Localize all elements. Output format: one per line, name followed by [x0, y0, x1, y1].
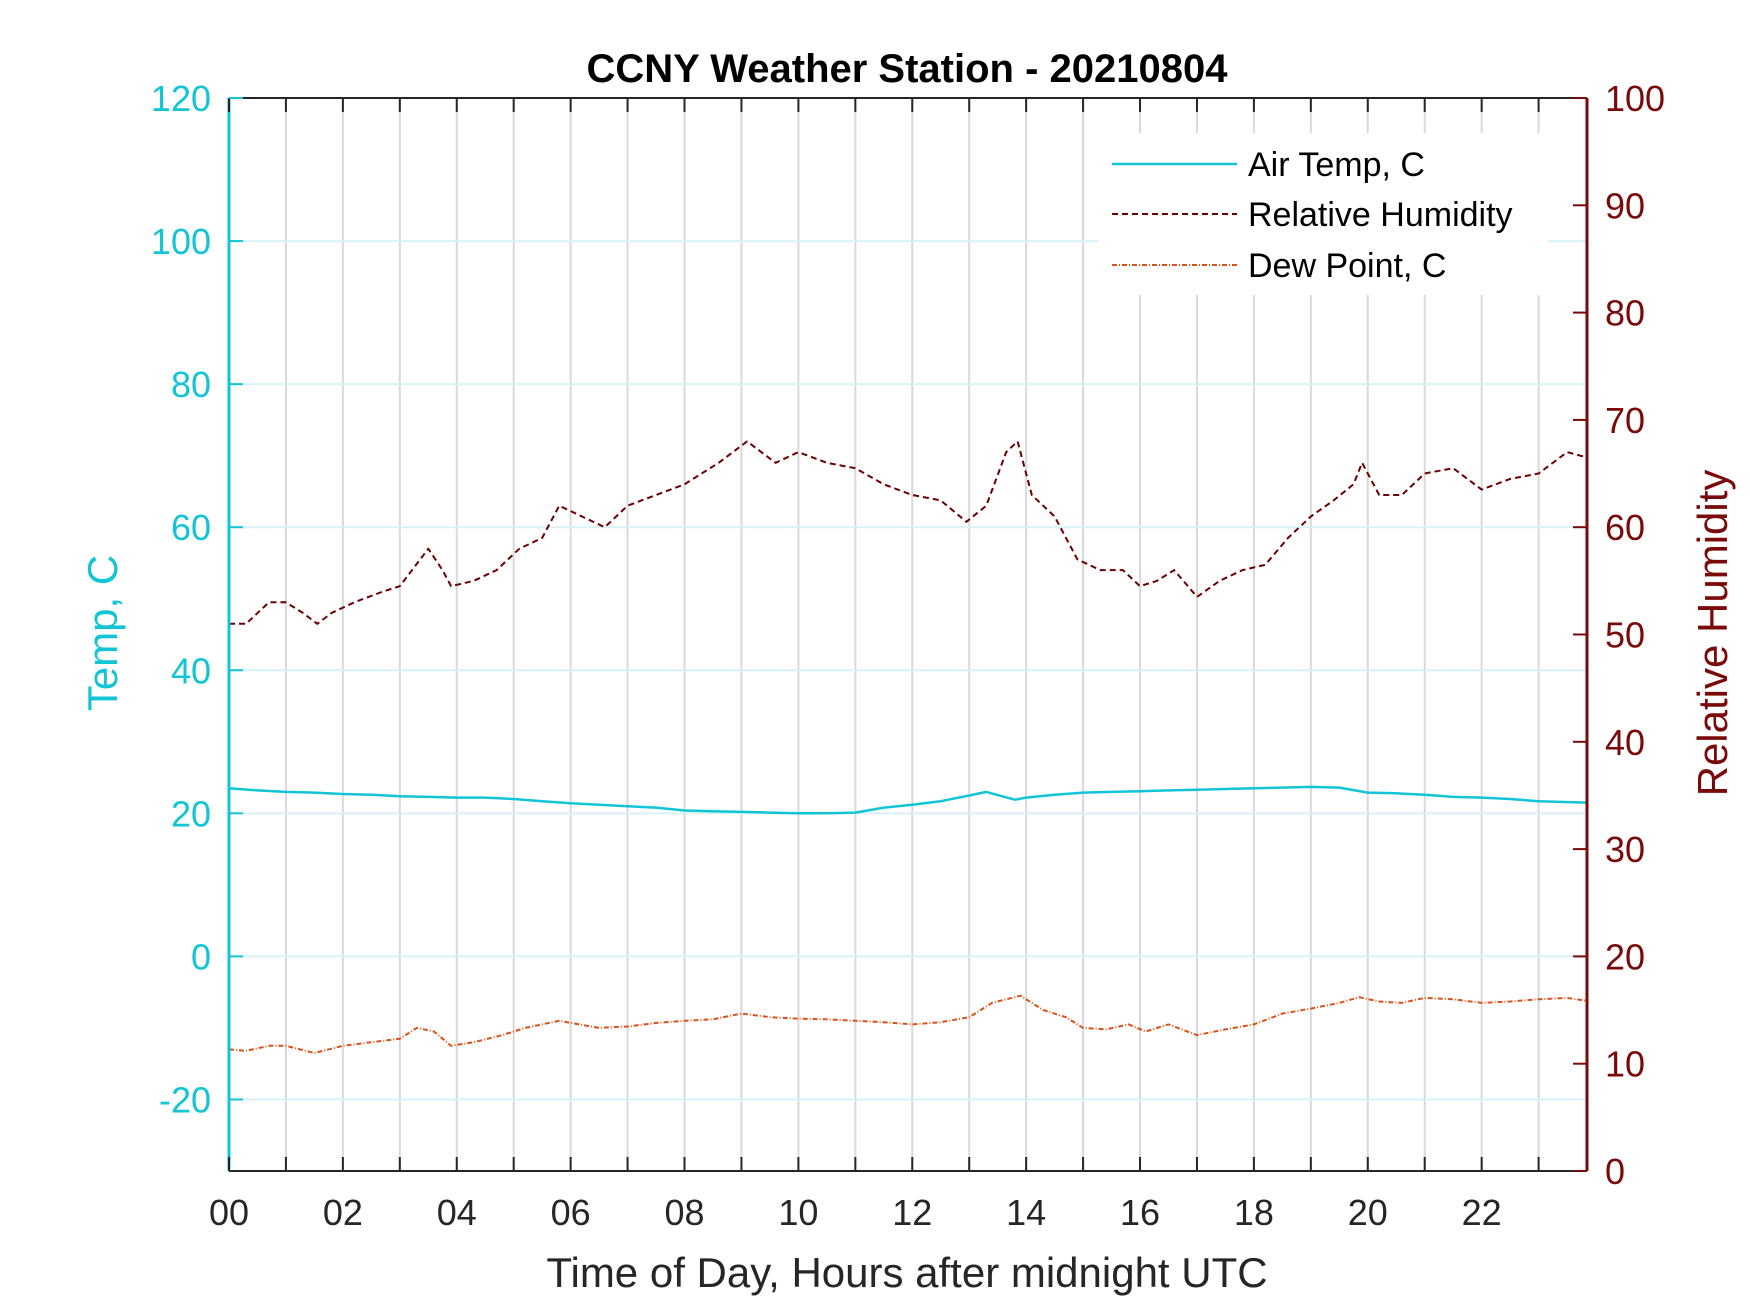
y-left-tick-label: 80 [171, 364, 211, 405]
y-left-tick-label: -20 [159, 1079, 211, 1120]
x-tick-label: 06 [551, 1192, 591, 1233]
x-tick-label: 16 [1120, 1192, 1160, 1233]
tick-labels: 00 02 04 06 08 10 12 14 16 18 20 22-200204060801001… [151, 78, 1665, 1233]
legend-label-relative-humidity: Relative Humidity [1248, 196, 1513, 234]
y-right-tick-label: 90 [1605, 185, 1645, 226]
y-right-tick-label: 0 [1605, 1151, 1625, 1192]
y-right-tick-label: 80 [1605, 293, 1645, 334]
y-right-tick-label: 20 [1605, 936, 1645, 977]
x-tick-label: 04 [437, 1192, 477, 1233]
y-right-tick-label: 30 [1605, 829, 1645, 870]
x-tick-label: 10 [778, 1192, 818, 1233]
x-tick-label: 18 [1234, 1192, 1274, 1233]
series-air-temp [228, 785, 1588, 815]
x-tick-label: 20 [1348, 1192, 1388, 1233]
y-left-tick-label: 60 [171, 507, 211, 548]
chart-title: CCNY Weather Station - 20210804 [587, 47, 1229, 91]
axes [227, 97, 1589, 1172]
series-relative-humidity [229, 440, 1588, 625]
legend: Air Temp, C Relative Humidity Dew Point,… [1098, 133, 1548, 295]
y-left-tick-label: 100 [151, 221, 211, 262]
y-right-tick-label: 100 [1605, 78, 1665, 119]
x-tick-label: 00 [209, 1192, 249, 1233]
y-right-tick-label: 60 [1605, 507, 1645, 548]
y-right-tick-label: 70 [1605, 400, 1645, 441]
y-left-tick-label: 40 [171, 650, 211, 691]
legend-label-dew-point: Dew Point, C [1248, 247, 1446, 285]
x-tick-label: 12 [892, 1192, 932, 1233]
y-right-tick-label: 40 [1605, 722, 1645, 763]
y-left-axis-title: Temp, C [79, 555, 126, 711]
x-tick-label: 22 [1462, 1192, 1502, 1233]
x-tick-label: 14 [1006, 1192, 1046, 1233]
y-right-axis-title: Relative Humidity [1689, 470, 1736, 797]
y-right-tick-label: 50 [1605, 615, 1645, 656]
x-axis-title: Time of Day, Hours after midnight UTC [546, 1249, 1267, 1296]
y-left-tick-label: 20 [171, 793, 211, 834]
x-tick-label: 08 [664, 1192, 704, 1233]
x-tick-label: 02 [323, 1192, 363, 1233]
data-series [228, 440, 1588, 1054]
y-left-tick-label: 120 [151, 78, 211, 119]
y-right-tick-label: 10 [1605, 1044, 1645, 1085]
series-dew-point [228, 994, 1588, 1054]
y-left-tick-label: 0 [191, 936, 211, 977]
grid [229, 98, 1587, 1171]
legend-label-air-temp: Air Temp, C [1248, 146, 1425, 184]
